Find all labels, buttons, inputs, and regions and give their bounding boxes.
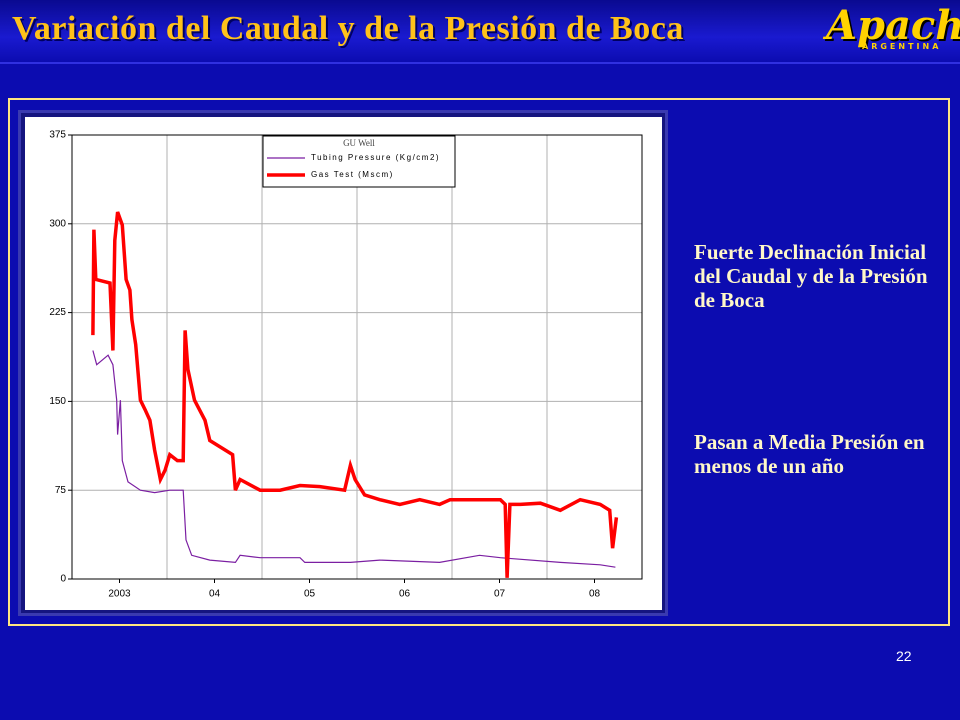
y-tick-label: 375 [49,130,66,141]
logo: Apache [826,2,960,49]
legend-box [262,135,456,188]
legend-title: GU Well [343,138,375,148]
plot-border [71,134,643,580]
bullet-text: Pasan a Media Presión en menos de un año [694,430,925,478]
x-tick-label: 05 [304,589,316,600]
x-tick-label: 04 [209,589,221,600]
logo-subtext: ARGENTINA [862,42,942,51]
page-number: 22 [896,648,912,664]
x-tick-label: 07 [494,589,506,600]
data-line [92,350,616,568]
bullet-text: Fuerte Declinación Inicial del Caudal y … [694,240,928,312]
y-tick-label: 225 [49,307,66,318]
y-tick-label: 0 [60,574,66,585]
y-tick-label: 75 [55,485,67,496]
x-tick-label: 2003 [108,589,131,600]
title-bar [0,0,960,64]
slide-title: Variación del Caudal y de la Presión de … [12,10,684,47]
y-tick-label: 150 [49,396,66,407]
y-tick-label: 300 [49,218,66,229]
x-tick-label: 06 [399,589,411,600]
chart: 0 75 150 225 300 375 2003 04 05 06 07 08 GU Well Tubi… [25,117,662,610]
data-line [91,211,619,578]
legend-label: Tubing Pressure (Kg/cm2) [311,153,440,162]
x-tick-label: 08 [589,589,601,600]
content-frame [8,98,950,626]
legend-label: Gas Test (Mscm) [311,170,394,179]
